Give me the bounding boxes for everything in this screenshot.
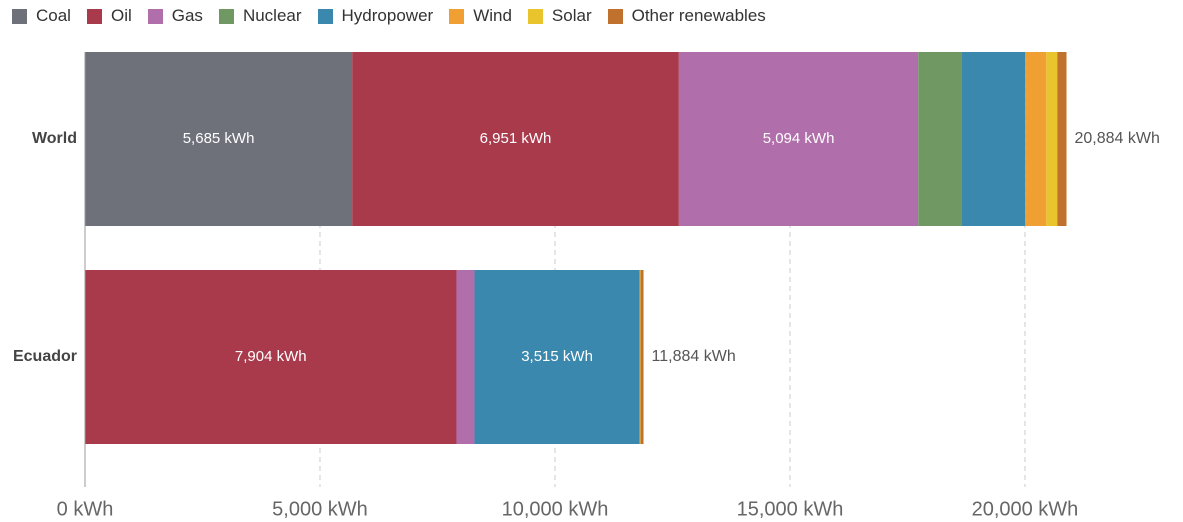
x-tick-label: 0 kWh — [57, 498, 114, 520]
value-label: 5,094 kWh — [763, 130, 835, 147]
bar-segment — [85, 270, 457, 444]
total-label: 20,884 kWh — [1075, 130, 1160, 147]
x-tick-label: 20,000 kWh — [972, 498, 1079, 520]
value-label: 6,951 kWh — [480, 130, 552, 147]
legend-label: Other renewables — [631, 6, 766, 25]
bar-segment — [474, 270, 640, 444]
bar-segment — [456, 270, 475, 444]
legend-swatch — [607, 8, 623, 24]
bar-segment — [352, 52, 679, 226]
bar-segment — [961, 52, 1026, 226]
legend-item: Hydropower — [317, 6, 434, 26]
category-label: World — [32, 130, 77, 147]
legend-item: Nuclear — [218, 6, 302, 26]
bar-segment — [85, 52, 353, 226]
legend-swatch — [449, 8, 465, 24]
legend-item: Other renewables — [607, 6, 766, 26]
value-label: 3,515 kWh — [521, 348, 593, 365]
legend-label: Gas — [171, 6, 203, 25]
legend-swatch — [218, 8, 234, 24]
legend-swatch — [317, 8, 333, 24]
legend-label: Solar — [551, 6, 592, 25]
legend: Coal Oil Gas Nuclear Hydropower Wind Solar Othe… — [12, 6, 766, 26]
value-label: 5,685 kWh — [183, 130, 255, 147]
legend-label: Oil — [110, 6, 132, 25]
bar-segment — [918, 52, 962, 226]
legend-swatch — [12, 8, 27, 24]
legend-item: Gas — [147, 6, 203, 26]
legend-swatch — [527, 8, 543, 24]
legend-label: Wind — [473, 6, 512, 25]
legend-item: Wind — [449, 6, 512, 26]
legend-item: Oil — [86, 6, 132, 26]
legend-swatch — [147, 8, 163, 24]
bar-segment — [1057, 52, 1067, 226]
x-tick-label: 5,000 kWh — [272, 498, 368, 520]
legend-label: Coal — [36, 6, 71, 25]
legend-item: Coal — [12, 6, 71, 26]
bar-segment — [678, 52, 919, 226]
legend-label: Nuclear — [242, 6, 302, 25]
bar-segment — [1046, 52, 1058, 226]
category-label: Ecuador — [13, 348, 77, 365]
legend-swatch — [86, 8, 102, 24]
legend-item: Solar — [527, 6, 592, 26]
bar-segment — [1025, 52, 1047, 226]
bar-segment — [640, 270, 644, 444]
x-tick-label: 10,000 kWh — [502, 498, 609, 520]
value-label: 7,904 kWh — [235, 348, 307, 365]
total-label: 11,884 kWh — [652, 348, 736, 365]
legend-label: Hydropower — [341, 6, 434, 25]
x-tick-label: 15,000 kWh — [737, 498, 844, 520]
